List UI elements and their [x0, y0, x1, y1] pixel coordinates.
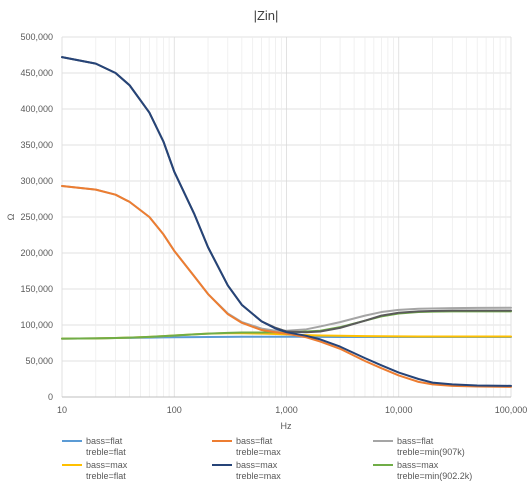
legend-label: bass=max [397, 460, 439, 470]
y-axis-label: Ω [6, 213, 16, 220]
legend-label: treble=max [236, 471, 281, 481]
grid [61, 36, 512, 398]
legend: bass=flattreble=flatbass=flattreble=maxb… [62, 436, 472, 481]
series-line [61, 185, 512, 388]
legend-label: treble=max [236, 447, 281, 457]
x-axis-label: Hz [281, 421, 292, 431]
tick-labels: 0 50,000 100,000 150,000 200,000 250,000 300,0… [20, 32, 527, 415]
x-tick-label: 10,000 [385, 405, 413, 415]
x-tick-label: 100 [167, 405, 182, 415]
y-tick-label: 500,000 [20, 32, 53, 42]
y-tick-label: 450,000 [20, 68, 53, 78]
y-tick-label: 200,000 [20, 248, 53, 258]
x-tick-label: 1,000 [275, 405, 298, 415]
legend-label: treble=flat [86, 447, 126, 457]
y-tick-label: 300,000 [20, 176, 53, 186]
y-tick-label: 350,000 [20, 140, 53, 150]
legend-label: bass=max [236, 460, 278, 470]
chart-title: |Zin| [254, 8, 279, 23]
series-line [61, 56, 512, 387]
x-tick-label: 10 [57, 405, 67, 415]
y-tick-label: 150,000 [20, 284, 53, 294]
y-tick-label: 250,000 [20, 212, 53, 222]
legend-label: treble=flat [86, 471, 126, 481]
legend-label: bass=flat [236, 436, 273, 446]
legend-label: bass=flat [397, 436, 434, 446]
y-tick-label: 100,000 [20, 320, 53, 330]
legend-label: bass=max [86, 460, 128, 470]
x-tick-label: 100,000 [495, 405, 528, 415]
legend-label: treble=min(902.2k) [397, 471, 472, 481]
series-lines [61, 56, 512, 388]
y-tick-label: 0 [48, 392, 53, 402]
legend-label: bass=flat [86, 436, 123, 446]
legend-label: treble=min(907k) [397, 447, 465, 457]
y-tick-label: 400,000 [20, 104, 53, 114]
y-tick-label: 50,000 [25, 356, 53, 366]
